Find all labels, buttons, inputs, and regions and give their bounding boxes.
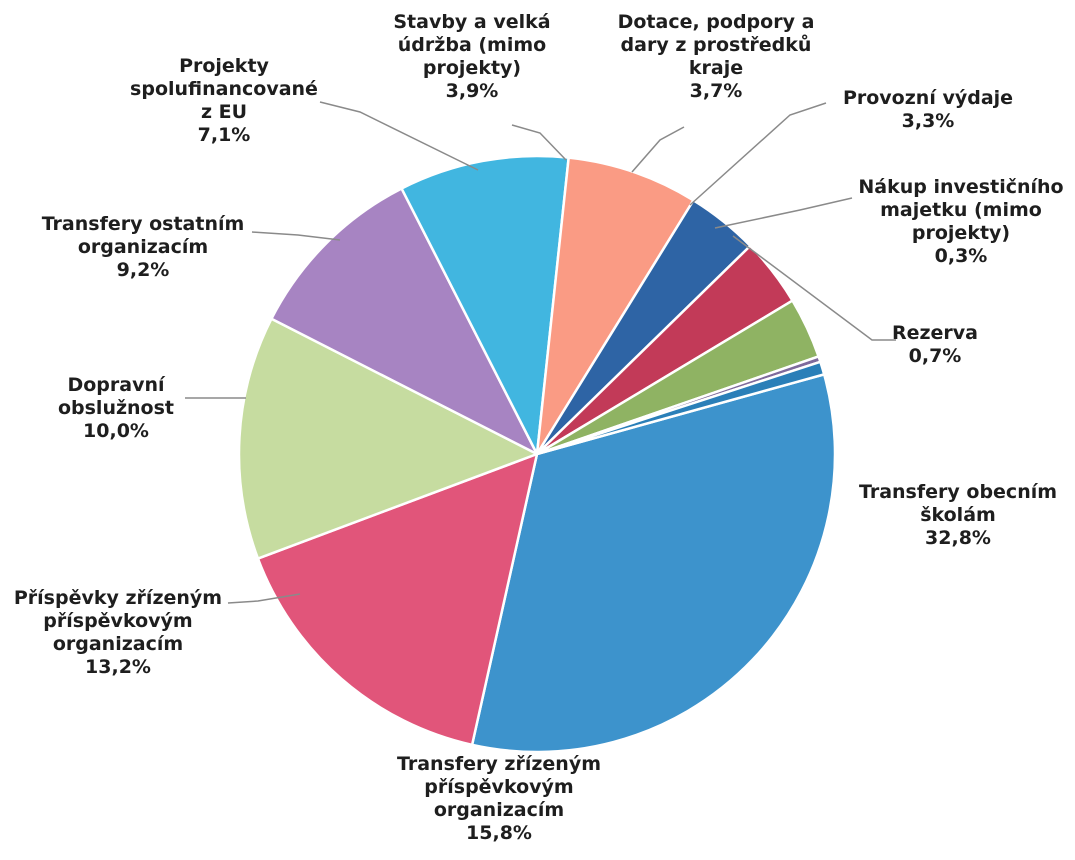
pie-slice [400,154,570,456]
slice-label-line: Projekty [179,55,269,77]
slice-value-label: 3,7% [690,80,743,102]
slice-label-line: Nákup investičního [858,176,1063,198]
slice-label: Stavby a velká údržba (mimo projekty) 3,9% [393,11,550,102]
pie-slice [470,373,837,754]
slice-label: Dopravní obslužnost 10,0% [58,374,174,442]
slice-label-line: Transfery ostatním [42,213,245,235]
slice-label: Nákup investičního majetku (mimo projekty)… [858,176,1063,267]
slice-label-line: Transfery zřízeným [397,753,601,775]
slice-label: Příspěvky zřízeným příspěvkovým organizací… [14,587,222,678]
slice-label: Dotace, podpory a dary z prostředků kraje 3… [618,11,815,102]
slice-value-label: 3,3% [902,110,955,132]
leader-line [227,593,301,604]
slice-value-label: 0,3% [935,245,988,267]
slice-labels: Transfery obecním školám 32,8% Transfery zř… [14,11,1064,844]
slice-value-label: 32,8% [925,527,991,549]
slice-label-line: spolufinancované [130,78,318,100]
slice-value-label: 9,2% [117,259,170,281]
leader-line [714,197,853,229]
slice-label-line: Dotace, podpory a [618,11,815,33]
slice-label-line: Dopravní [67,374,166,396]
slice-label-line: z EU [201,101,247,123]
slice-label-line: dary z prostředků [621,33,812,56]
slice-label-line: Rezerva [892,322,978,344]
slice-value-label: 0,7% [909,345,962,367]
pie-slice [237,317,539,560]
slice-label-line: projekty) [423,57,521,79]
pie-slice [256,452,539,747]
leader-line [319,101,479,171]
pie-slice [535,360,826,456]
slice-label-line: Příspěvky zřízeným [14,587,222,609]
slice-label-line: organizacím [53,633,183,655]
slice-value-label: 10,0% [83,420,149,442]
slice-value-label: 3,9% [446,80,499,102]
slice-value-label: 15,8% [466,822,532,844]
slice-label-line: organizacím [434,799,564,821]
slice-label-line: údržba (mimo [398,34,546,56]
slice-label-line: obslužnost [58,397,174,419]
slice-label: Provozní výdaje 3,3% [843,87,1013,132]
slice-label: Projekty spolufinancované z EU 7,1% [130,55,318,146]
slice-label-line: majetku (mimo [880,199,1042,221]
slice-value-label: 13,2% [85,656,151,678]
slice-label-line: organizacím [78,236,208,258]
slice-label: Transfery ostatním organizacím 9,2% [42,213,245,281]
pie-slice [270,187,539,456]
pie-slices [237,154,837,754]
slice-label: Rezerva 0,7% [892,322,978,367]
slice-label-line: Provozní výdaje [843,87,1013,109]
slice-label-line: projekty) [912,222,1010,244]
slice-label-line: Transfery obecním [859,481,1057,503]
slice-label-line: příspěvkovým [424,776,573,798]
pie-slice [535,156,695,456]
slice-label-line: kraje [689,57,743,79]
leader-line [511,124,567,161]
slice-value-label: 7,1% [198,124,251,146]
slice-label: Transfery zřízeným příspěvkovým organizací… [397,753,601,844]
leader-line [689,102,827,206]
leader-line [631,126,685,173]
leader-lines [185,101,896,604]
leader-line [732,235,896,341]
leader-line [251,231,341,241]
slice-label-line: školám [920,504,996,526]
slice-label-line: příspěvkovým [43,610,192,632]
slice-label: Transfery obecním školám 32,8% [859,481,1057,549]
slice-label-line: Stavby a velká [393,11,550,33]
